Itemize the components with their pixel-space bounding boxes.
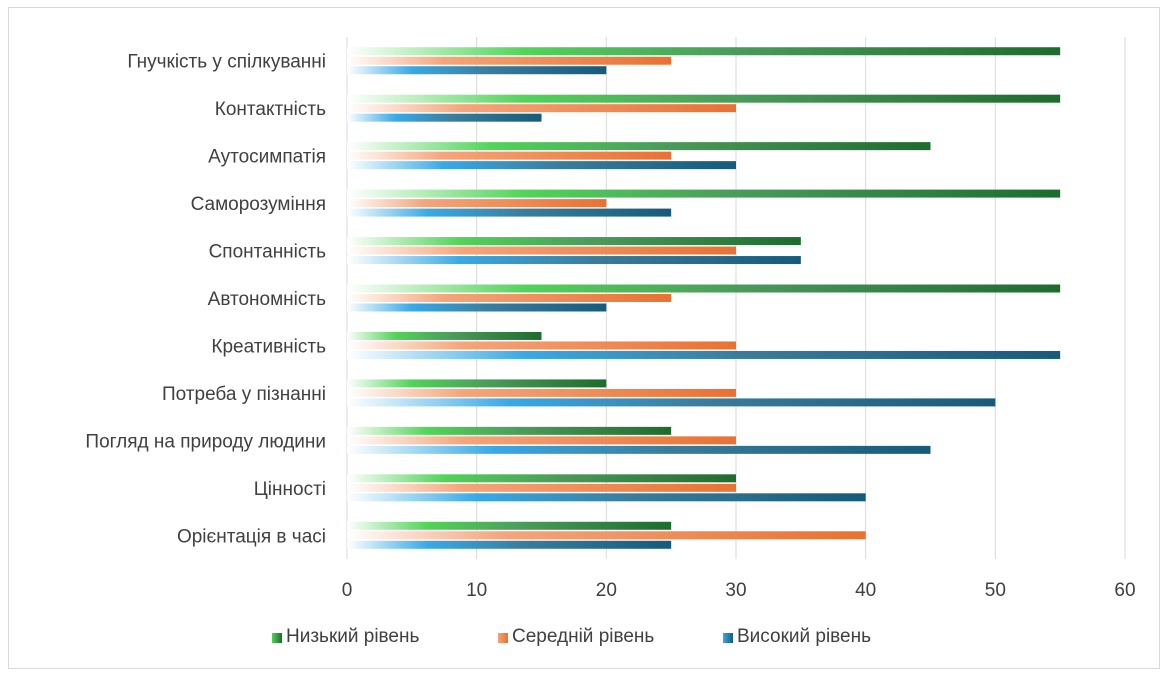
legend-label: Низький рівень [286,626,419,647]
bar-high [347,398,996,407]
bar-low [347,94,1061,103]
legend-swatch [498,633,508,643]
bar-medium [347,246,736,255]
category-label: Контактність [215,99,326,120]
bar-high [347,256,801,265]
bar-high [347,161,736,170]
bar-medium [347,483,736,492]
bar-medium [347,436,736,445]
bar-high [347,303,607,312]
bar-low [347,142,931,151]
bar-high [347,66,607,75]
bar-low [347,189,1061,198]
category-label: Цінності [254,479,326,500]
x-tick-label: 60 [1114,580,1135,601]
x-tick-label: 50 [985,580,1006,601]
bar-high [347,208,672,217]
x-axis-tick-labels: 0 10 20 30 40 50 60 [342,580,1136,601]
bar-medium [347,104,736,113]
bar-low [347,47,1061,56]
bar-low [347,284,1061,293]
legend-item: Середній рівень [498,626,654,647]
bar-medium [347,531,866,540]
bar-low [347,426,672,435]
chart-frame [8,7,1160,669]
category-label: Погляд на природу людини [85,431,326,452]
bar-high [347,350,1061,359]
category-labels: Гнучкість у спілкуванні Контактність Аутос… [85,52,326,548]
bar-low [347,331,542,340]
bar-low [347,474,736,483]
bar-low [347,237,801,246]
legend-swatch [723,633,733,643]
legend-item: Високий рівень [723,626,871,647]
bars [347,47,1061,549]
bar-high [347,113,542,122]
legend-item: Низький рівень [272,626,419,647]
category-label: Гнучкість у спілкуванні [127,52,326,73]
legend-label: Середній рівень [512,626,654,647]
category-label: Креативність [211,336,326,357]
bar-medium [347,199,607,208]
legend-swatch [272,633,282,643]
category-label: Потреба у пізнанні [162,384,326,405]
bar-high [347,445,931,454]
category-label: Автономність [208,289,326,310]
bar-high [347,493,866,502]
bar-high [347,540,672,549]
category-label: Аутосимпатія [208,147,326,168]
bar-medium [347,341,736,350]
legend: Низький рівень Середній рівень Високий рів… [272,626,871,647]
category-label: Саморозуміння [191,194,326,215]
category-label: Орієнтація в часі [177,526,326,547]
bar-low [347,379,607,388]
bar-low [347,521,672,530]
bar-medium [347,56,672,65]
gridlines [346,37,1126,559]
bar-medium [347,294,672,302]
bar-medium [347,388,736,397]
bar-medium [347,151,672,160]
x-tick-label: 30 [725,580,746,601]
x-tick-label: 10 [466,580,487,601]
category-label: Спонтанність [209,242,327,263]
x-tick-label: 40 [855,580,876,601]
x-tick-label: 20 [596,580,617,601]
legend-label: Високий рівень [737,626,871,647]
x-tick-label: 0 [342,580,353,601]
